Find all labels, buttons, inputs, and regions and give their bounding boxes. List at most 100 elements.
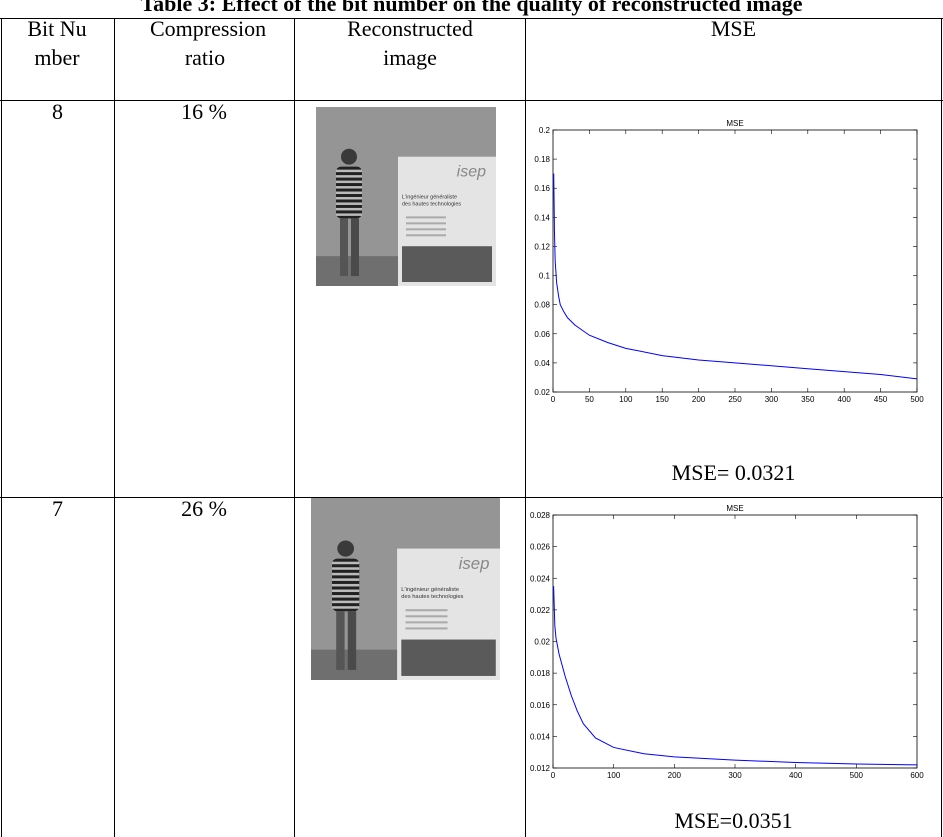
- poster-photo: [401, 639, 496, 676]
- poster-line: [406, 216, 446, 219]
- poster-text: des hautes technologies: [402, 201, 461, 207]
- rule: [0, 18, 943, 19]
- poster-line: [406, 234, 446, 237]
- rule: [0, 497, 943, 498]
- y-tick-label: 0.18: [534, 155, 550, 164]
- y-tick-label: 0.016: [530, 701, 551, 710]
- x-tick-label: 600: [910, 771, 924, 780]
- x-tick-label: 500: [910, 395, 924, 404]
- plot-frame: [552, 129, 918, 393]
- stripe: [332, 600, 360, 604]
- x-tick-label: 150: [656, 395, 670, 404]
- poster-line: [406, 228, 446, 231]
- stripe: [336, 191, 362, 195]
- x-tick-label: 0: [551, 395, 556, 404]
- mse-chart: MSE 0.012 0.014 0.016 0.018 0.02 0.022 0.024 0.0…: [530, 504, 924, 780]
- head: [337, 540, 355, 557]
- y-tick-label: 0.028: [530, 511, 551, 520]
- x-tick-label: 400: [789, 771, 803, 780]
- x-tick-label: 300: [728, 771, 742, 780]
- x-tick-label: 450: [874, 395, 888, 404]
- stripe: [332, 595, 360, 598]
- header-cell: Compression ratio: [150, 16, 267, 70]
- ratio-cell: 16 %: [181, 99, 227, 124]
- y-tick-label: 0.14: [534, 213, 550, 222]
- poster-line: [405, 609, 448, 612]
- y-tick-label: 0.08: [534, 301, 550, 310]
- x-tick-label: 350: [801, 395, 815, 404]
- y-tick-label: 0.16: [534, 184, 550, 193]
- header-cell: Bit Number: [27, 16, 87, 70]
- poster-line: [405, 615, 448, 618]
- stripe: [336, 169, 362, 173]
- y-tick-label: 0.018: [530, 669, 551, 678]
- y-tick-label: 0.1: [539, 272, 551, 281]
- y-tick-label: 0.024: [530, 574, 551, 583]
- x-tick-label: 50: [585, 395, 594, 404]
- head: [341, 148, 357, 165]
- mse-line: [553, 586, 918, 766]
- x-tick-label: 100: [619, 395, 633, 404]
- stripe: [332, 578, 360, 581]
- stripe: [336, 202, 362, 205]
- stripe: [336, 196, 362, 200]
- y-tick-label: 0.12: [534, 242, 550, 251]
- rule: [0, 100, 943, 101]
- mse-caption: MSE=0.0351: [674, 808, 793, 833]
- poster-text: des hautes technologies: [401, 594, 463, 600]
- rule: [1, 18, 2, 837]
- poster-text: isep: [457, 164, 486, 181]
- poster-text: L'ingénieur généraliste: [402, 195, 457, 201]
- y-tick-label: 0.022: [530, 606, 551, 615]
- poster-text: isep: [459, 555, 490, 573]
- poster-line: [405, 621, 448, 624]
- x-tick-label: 100: [607, 771, 621, 780]
- header-cell: Reconstructed image: [347, 16, 473, 70]
- table-title: Table 3: Effect of the bit number on the…: [140, 0, 803, 16]
- header-cell: MSE: [710, 16, 757, 41]
- y-tick-label: 0.012: [530, 764, 551, 773]
- x-tick-label: 400: [838, 395, 852, 404]
- stripe: [336, 175, 362, 178]
- x-tick-label: 250: [728, 395, 742, 404]
- x-tick-label: 200: [668, 771, 682, 780]
- y-tick-label: 0.026: [530, 543, 551, 552]
- y-tick-label: 0.02: [534, 388, 550, 397]
- x-tick-label: 500: [850, 771, 864, 780]
- stripe: [332, 589, 360, 593]
- rule: [941, 18, 942, 837]
- bit-cell: 7: [52, 496, 63, 521]
- y-tick-label: 0.02: [534, 638, 550, 647]
- stripe: [332, 583, 360, 587]
- x-tick-label: 300: [765, 395, 779, 404]
- stripe: [332, 567, 360, 570]
- y-tick-label: 0.06: [534, 330, 550, 339]
- leg: [347, 611, 357, 670]
- chart-title: MSE: [726, 119, 743, 128]
- stripe: [332, 572, 360, 576]
- poster-photo: [402, 246, 492, 283]
- bit-cell: 8: [52, 99, 63, 124]
- mse-chart: MSE 0.02 0.04 0.06 0.08 0.1 0.12 0.14 0.16 0.18 0.…: [534, 119, 924, 404]
- poster-text: L'ingénieur généraliste: [401, 587, 459, 593]
- rule: [294, 18, 295, 837]
- x-tick-label: 0: [551, 771, 556, 780]
- stripe: [336, 186, 362, 189]
- chart-title: MSE: [726, 504, 743, 513]
- leg: [340, 218, 348, 277]
- y-tick-label: 0.04: [534, 359, 550, 368]
- stripe: [336, 180, 362, 184]
- mse-line: [553, 173, 918, 380]
- leg: [351, 218, 359, 277]
- leg: [336, 611, 345, 670]
- stripe: [336, 207, 362, 211]
- mse-caption: MSE= 0.0321: [671, 460, 796, 485]
- stripe: [332, 606, 360, 609]
- stripe: [332, 561, 360, 565]
- stripe: [336, 213, 362, 216]
